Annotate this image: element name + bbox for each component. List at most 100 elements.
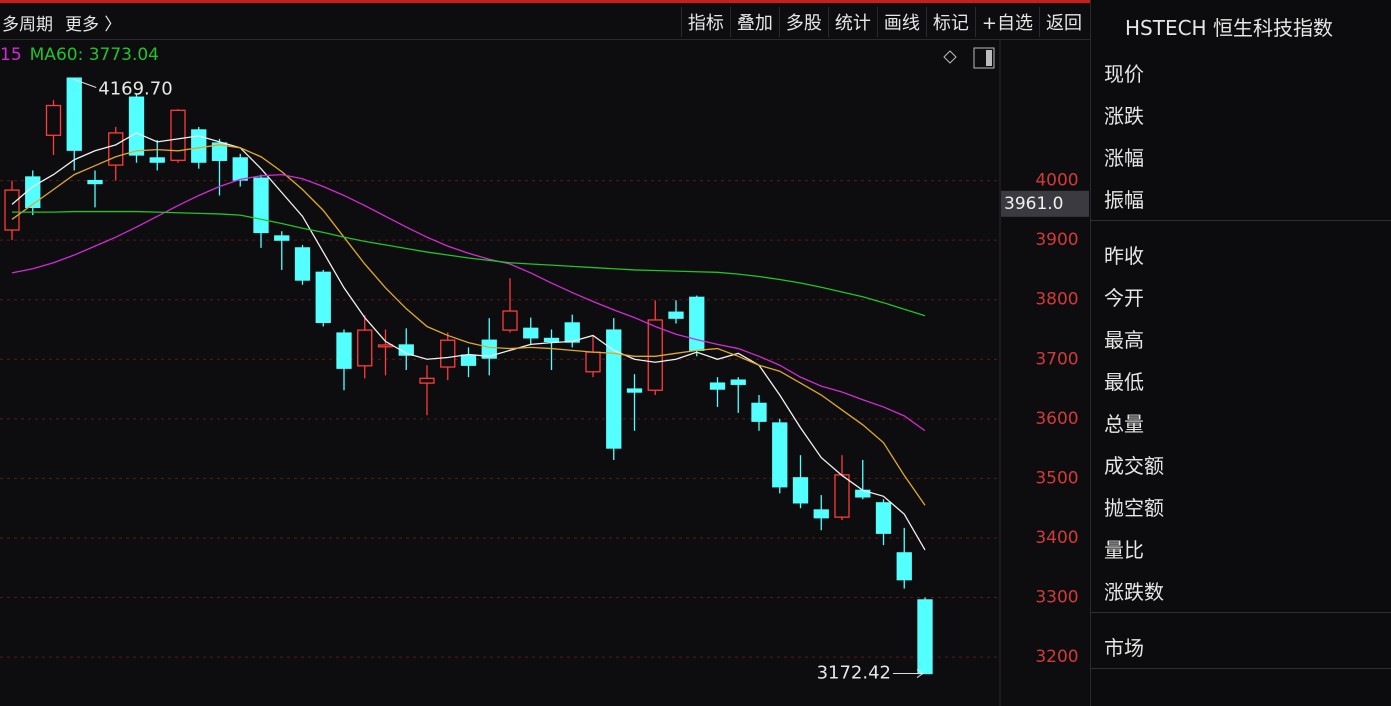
annotation: 3172.42 [817,663,891,684]
candle-body [25,176,41,209]
candle-body [149,157,165,163]
toolbar-button[interactable]: 指标 [680,7,730,37]
candle-body [917,599,933,675]
toolbar-button[interactable]: 返回 [1039,7,1088,37]
candle-body [730,379,746,385]
ma-line [11,173,926,432]
chart: 3200 3300 3400 3500 3600 3700 3800 3900 4000 15 MA… [0,40,1089,706]
ma-legend-item: 15 [0,45,22,65]
separator [1091,612,1391,613]
ma-legend-item: MA60: 3773.04 [30,45,159,65]
candle-body [45,104,62,136]
sidebar-label: 总量 [1104,412,1144,436]
toolbar-button[interactable]: 多股 [778,7,828,37]
candle-body [108,132,124,166]
panel-icon-fill [986,50,992,66]
annotation: 4169.70 [98,78,172,99]
candle-body [232,157,248,181]
candle-body [4,189,20,231]
toolbar-left: 多周期 更多 〉 [2,10,121,35]
y-tick-label: 3900 [1035,230,1078,250]
y-tick-label: 3800 [1035,290,1078,310]
candle-body [357,329,373,367]
candle-body [792,477,809,504]
candle-body [481,339,497,359]
sidebar-label: 量比 [1104,538,1144,562]
diamond-icon[interactable] [943,50,957,64]
candle-body [834,474,850,518]
annotation-arrow [74,79,97,88]
toolbar-button[interactable]: 画线 [876,7,926,37]
candle-body [689,296,705,351]
candle-body [274,235,290,241]
candle-body [440,339,456,368]
toolbar-button[interactable]: +自选 [974,7,1039,37]
ma-line [11,132,926,551]
candle-body [211,142,228,161]
candle-body [896,552,912,581]
ma-line [11,144,926,506]
y-tick-label: 3300 [1035,588,1078,608]
candle-body [813,509,829,519]
candle-body [336,332,352,369]
sidebar-label: 振幅 [1104,188,1144,212]
candle-body [294,247,311,281]
candle-body [253,177,269,234]
y-tick-label: 3700 [1035,349,1078,369]
candle-body [87,179,103,185]
candle-body [606,329,622,449]
cursor-tag: 3961.0 [1004,194,1063,214]
toolbar-button[interactable]: 统计 [827,7,877,37]
candle-body [543,337,560,343]
y-tick-label: 4000 [1035,171,1078,191]
ma-legend: 15 MA60: 3773.04 [0,45,159,65]
sidebar-label: 最高 [1104,328,1144,352]
candle-body [460,354,477,366]
toolbar-button[interactable]: 叠加 [729,7,779,37]
candle-body [502,310,518,331]
candle-body [66,77,82,151]
candle-body [585,351,601,373]
toolbar-menu[interactable]: 多周期 [2,15,53,35]
sidebar: HSTECH 恒生科技指数 现价 涨跌 涨幅 振幅 昨收 今开 最高 最低 总量 成交额 抛空额 量比… [1090,0,1391,706]
sidebar-label: 成交额 [1104,454,1164,478]
panel-icon[interactable] [973,47,995,69]
candle-body [709,382,726,390]
candle-body [875,502,892,534]
candle-body [772,422,788,488]
top-border [0,0,1090,3]
candle-body [626,388,643,393]
candle-body [751,402,767,422]
cursor-tag-bg [1001,190,1089,217]
toolbar-buttons: 指标 叠加 多股 统计 画线 标记 +自选 返回 [680,7,1088,37]
sidebar-label: 今开 [1104,286,1144,310]
sidebar-label: 昨收 [1104,244,1144,268]
y-tick-label: 3200 [1035,647,1078,667]
sidebar-label: 涨幅 [1104,146,1144,170]
toolbar-menu[interactable]: 更多 〉 [65,15,122,35]
candle-body [128,96,145,156]
candle-body [564,322,580,343]
y-tick-label: 3400 [1035,528,1078,548]
candle-body [668,311,684,319]
candle-body [523,327,539,339]
candle-body [170,109,186,161]
separator [1091,220,1391,221]
candle-body [377,344,394,348]
sidebar-label: 抛空额 [1104,496,1164,520]
sidebar-label: 市场 [1104,636,1144,660]
toolbar-button[interactable]: 标记 [925,7,975,37]
separator [1091,668,1391,669]
candle-body [191,129,207,163]
y-tick-label: 3600 [1035,409,1078,429]
y-tick-label: 3500 [1035,468,1078,488]
sidebar-label: 涨跌数 [1104,580,1164,604]
sidebar-title: HSTECH 恒生科技指数 [1125,16,1333,40]
annotation-arrowhead [916,669,924,678]
toolbar: 多周期 更多 〉 指标 叠加 多股 统计 画线 标记 +自选 返回 [0,3,1090,40]
ma-line [12,210,926,317]
candle-body [315,271,331,323]
sidebar-label: 现价 [1104,62,1144,86]
sidebar-label: 最低 [1104,370,1144,394]
